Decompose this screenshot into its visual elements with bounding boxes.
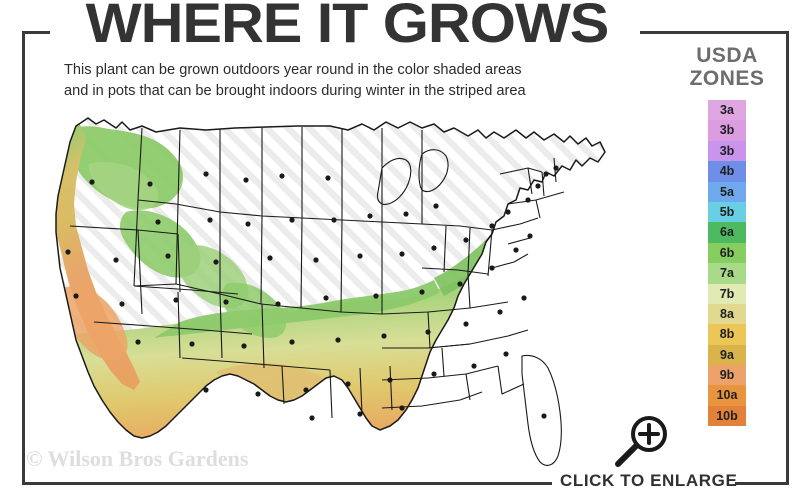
- zone-swatch-list: 3a 3b 3b 4b 5a 5b 6a 6b 7a 7b 8a 8b 9a 9b 10a 10b: [672, 100, 782, 427]
- map-city-dots: [65, 165, 559, 421]
- zone-swatch-label: 10a: [716, 388, 738, 403]
- zone-swatch-6b[interactable]: 6b: [708, 242, 746, 264]
- frame-border-top-right: [640, 31, 789, 34]
- zone-swatch-7a[interactable]: 7a: [708, 263, 746, 284]
- map-state-borders: [55, 117, 606, 466]
- zone-swatch-9b[interactable]: 9b: [708, 365, 746, 386]
- zone-swatch-label: 5a: [720, 184, 734, 199]
- zone-swatch-label: 6b: [719, 245, 735, 260]
- zone-swatch-label: 10b: [716, 408, 738, 423]
- zone-swatch-4b[interactable]: 4b: [708, 161, 746, 182]
- frame-border-bottom-right: [735, 482, 789, 485]
- legend-title-line-1: USDA: [696, 44, 758, 67]
- zone-swatch-label: 5b: [719, 204, 735, 219]
- zone-swatch-label: 8a: [720, 306, 734, 321]
- zone-swatch-label: 3b: [719, 123, 735, 138]
- zone-swatch-7b[interactable]: 7b: [708, 283, 746, 304]
- zone-swatch-label: 3b: [719, 143, 735, 158]
- frame-border-left: [22, 31, 25, 485]
- frame-border-right: [786, 31, 789, 485]
- zone-swatch-label: 9a: [720, 347, 734, 362]
- zone-swatch-10a[interactable]: 10a: [708, 385, 746, 406]
- zone-swatch-8a[interactable]: 8a: [708, 303, 746, 325]
- zone-swatch-label: 7a: [720, 266, 734, 281]
- zone-swatch-5a[interactable]: 5a: [708, 181, 746, 202]
- zone-swatch-label: 8b: [719, 327, 735, 342]
- zone-swatch-6a[interactable]: 6a: [708, 222, 746, 243]
- zone-swatch-3b[interactable]: 3b: [708, 140, 746, 162]
- zone-swatch-5b[interactable]: 5b: [708, 201, 746, 223]
- subtitle-line-1: This plant can be grown outdoors year ro…: [64, 62, 522, 78]
- page-title: WHERE IT GROWS: [85, 0, 610, 54]
- zone-swatch-label: 3a: [720, 103, 734, 117]
- zone-swatch-label: 6a: [720, 225, 734, 240]
- hardiness-zone-map[interactable]: [30, 108, 645, 468]
- zone-swatch-label: 7b: [719, 286, 735, 301]
- zone-swatch-8b[interactable]: 8b: [708, 324, 746, 345]
- frame-border-bottom-left: [22, 482, 552, 485]
- copyright-watermark: © Wilson Bros Gardens: [26, 446, 249, 471]
- zone-swatch-label: 4b: [719, 164, 735, 179]
- zone-swatch-9a[interactable]: 9a: [708, 344, 746, 366]
- magnifier-plus-icon[interactable]: [612, 412, 674, 470]
- zone-swatch-10b[interactable]: 10b: [708, 405, 746, 427]
- subtitle-line-2: and in pots that can be brought indoors …: [64, 83, 526, 99]
- click-to-enlarge-label[interactable]: CLICK TO ENLARGE: [560, 471, 738, 490]
- zone-swatch-3a[interactable]: 3a: [708, 100, 746, 121]
- usda-zones-legend: USDA ZONES 3a 3b 3b 4b 5a 5b 6a 6b 7a 7b 8a 8b 9a 9b 1…: [672, 44, 782, 427]
- subtitle: This plant can be grown outdoors year ro…: [64, 60, 634, 102]
- zone-swatch-label: 9b: [719, 368, 735, 383]
- frame-border-top-left: [22, 31, 50, 34]
- zone-swatch-3b[interactable]: 3b: [708, 120, 746, 141]
- legend-title-line-2: ZONES: [689, 67, 765, 90]
- legend-title: USDA ZONES: [672, 44, 782, 90]
